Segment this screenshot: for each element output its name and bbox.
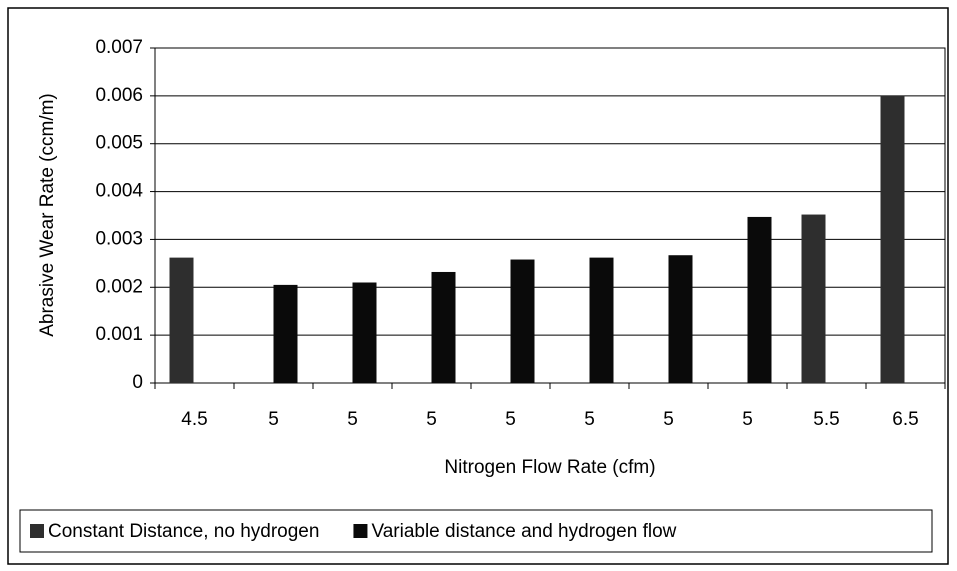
x-tick-label: 5: [347, 409, 358, 430]
y-tick-label: 0: [132, 372, 143, 393]
y-axis-title: Abrasive Wear Rate (ccm/m): [37, 93, 58, 337]
x-tick-label: 5: [663, 409, 674, 430]
legend-swatch: [353, 524, 368, 538]
x-tick-label: 4.5: [181, 409, 207, 430]
x-tick-label: 5: [426, 409, 437, 430]
x-tick-label: 6.5: [892, 409, 918, 430]
bar: [169, 257, 194, 383]
bar: [273, 284, 298, 383]
bar: [510, 259, 535, 383]
y-tick-label: 0.006: [95, 85, 143, 106]
x-tick-label: 5: [505, 409, 516, 430]
bar: [431, 271, 456, 383]
bar: [352, 282, 377, 383]
legend-label: Variable distance and hydrogen flow: [371, 521, 676, 542]
legend-label: Constant Distance, no hydrogen: [48, 521, 319, 542]
bar: [589, 257, 614, 383]
bar: [880, 95, 905, 383]
bar: [801, 214, 826, 383]
x-tick-label: 5.5: [813, 409, 839, 430]
y-tick-label: 0.003: [95, 228, 143, 249]
bar: [668, 255, 693, 383]
y-tick-label: 0.005: [95, 133, 143, 154]
x-tick-label: 5: [742, 409, 753, 430]
x-axis-title: Nitrogen Flow Rate (cfm): [444, 457, 655, 478]
x-tick-label: 5: [268, 409, 279, 430]
legend-box: [19, 509, 933, 553]
y-tick-label: 0.007: [95, 37, 143, 58]
y-tick-label: 0.004: [95, 181, 143, 202]
x-tick-label: 5: [584, 409, 595, 430]
y-tick-label: 0.002: [95, 276, 143, 297]
bar: [747, 216, 772, 383]
y-tick-label: 0.001: [95, 324, 143, 345]
legend-swatch: [30, 524, 44, 538]
